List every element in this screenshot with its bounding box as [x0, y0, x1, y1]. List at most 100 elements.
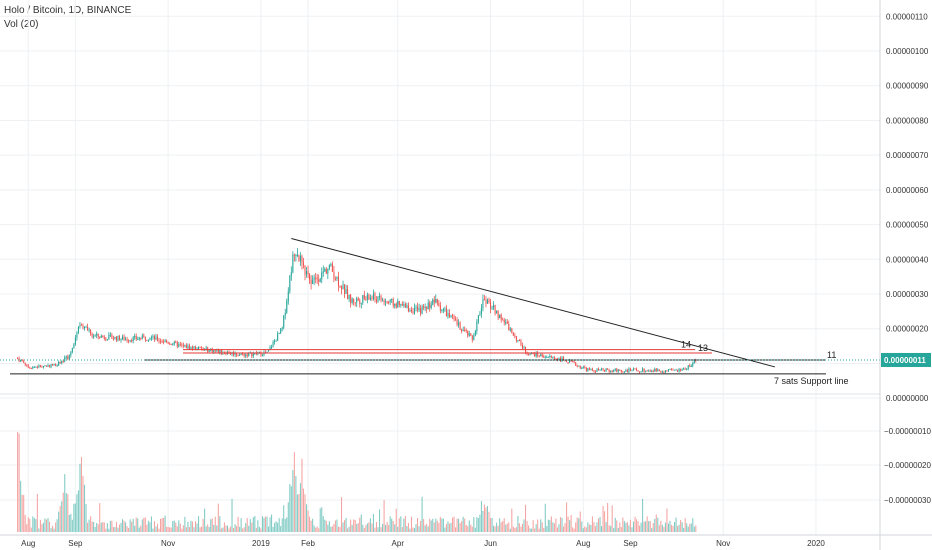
volume-bar: [299, 483, 301, 532]
volume-bar: [255, 527, 257, 532]
candle-body: [614, 368, 616, 371]
volume-bar: [90, 516, 92, 532]
candle-body: [109, 334, 111, 336]
candle-body: [331, 263, 333, 272]
volume-bar: [528, 525, 530, 532]
candle-body: [340, 286, 343, 290]
volume-bar: [135, 517, 137, 532]
candle-body: [400, 304, 402, 306]
volume-bar: [199, 527, 201, 532]
volume-bar: [664, 522, 666, 532]
volume-bar: [55, 522, 57, 532]
candle-body: [417, 306, 419, 311]
volume-bar: [185, 527, 187, 532]
volume-bar: [26, 524, 28, 532]
candle-body: [23, 361, 25, 363]
candle-body: [347, 289, 349, 300]
volume-bar: [318, 528, 320, 532]
candle-body: [599, 369, 601, 371]
candle-body: [345, 289, 347, 294]
volume-bar: [520, 526, 522, 532]
volume-bar: [240, 518, 242, 532]
candle-body: [637, 370, 639, 372]
volume-bar: [138, 527, 140, 532]
candle-body: [298, 254, 300, 261]
volume-bar: [280, 526, 282, 532]
candle-body: [39, 365, 41, 367]
candle-body: [184, 345, 186, 347]
volume-bar: [392, 520, 394, 532]
candle-body: [591, 368, 593, 371]
volume-bar: [191, 521, 194, 532]
candle-body: [634, 368, 636, 370]
candle-body: [692, 363, 694, 366]
candle-body: [635, 368, 638, 371]
candle-body: [681, 369, 683, 371]
volume-bar: [140, 525, 142, 532]
volume-bar: [249, 519, 251, 532]
candle-body: [389, 299, 391, 303]
volume-bar: [298, 493, 300, 532]
volume-bar: [322, 516, 324, 532]
volume-bar: [68, 514, 70, 532]
volume-tick-label: −0.00000020: [884, 461, 931, 470]
volume-bar: [587, 522, 589, 532]
volume-bar: [194, 521, 197, 532]
volume-bar: [645, 521, 647, 532]
candle-body: [302, 262, 305, 266]
volume-bar: [445, 524, 447, 532]
volume-bar: [67, 494, 69, 532]
volume-bar: [61, 501, 63, 532]
candle-body: [144, 336, 146, 340]
candle-body: [82, 325, 84, 329]
candle-body: [494, 304, 496, 314]
volume-bar: [52, 525, 54, 532]
volume-bar: [328, 521, 330, 532]
candle-body: [38, 365, 40, 368]
volume-bar: [131, 521, 133, 532]
candle-body: [561, 357, 563, 362]
volume-bar: [605, 522, 607, 532]
volume-bar: [526, 520, 528, 532]
volume-bar: [257, 520, 259, 532]
candle-body: [596, 368, 598, 373]
volume-bar: [558, 524, 560, 532]
candle-body: [588, 368, 590, 370]
volume-bar: [223, 522, 225, 532]
volume-bar: [196, 523, 198, 532]
candle-body: [666, 370, 668, 372]
volume-bar: [339, 526, 341, 532]
candle-body: [93, 336, 95, 338]
candle-body: [397, 301, 399, 308]
candle-body: [296, 254, 298, 256]
candle-body: [623, 371, 625, 373]
candle-body: [32, 367, 34, 369]
candle-body: [371, 297, 373, 299]
volume-bar: [394, 524, 396, 532]
candle-body: [380, 296, 382, 301]
candle-body: [572, 361, 574, 363]
volume-bar: [535, 524, 537, 532]
candle-body: [74, 337, 76, 344]
candle-body: [167, 342, 169, 344]
candle-body: [158, 340, 160, 342]
volume-bar: [143, 517, 145, 532]
volume-bar: [245, 523, 247, 532]
candle-body: [280, 328, 282, 334]
price-tick-label: 0.00000040: [886, 255, 929, 264]
volume-bar: [193, 527, 195, 532]
candle-body: [377, 296, 379, 302]
volume-bar: [220, 528, 222, 532]
volume-bar: [173, 520, 175, 532]
time-tick-label: Jun: [484, 539, 497, 548]
volume-bar: [572, 527, 574, 532]
candle-body: [470, 333, 472, 336]
volume-bar: [435, 518, 437, 532]
volume-bar: [21, 494, 23, 532]
candle-body: [229, 353, 232, 355]
volume-bar: [628, 525, 630, 532]
candle-body: [553, 357, 555, 359]
volume-bar: [441, 518, 443, 532]
volume-bar: [555, 518, 557, 532]
